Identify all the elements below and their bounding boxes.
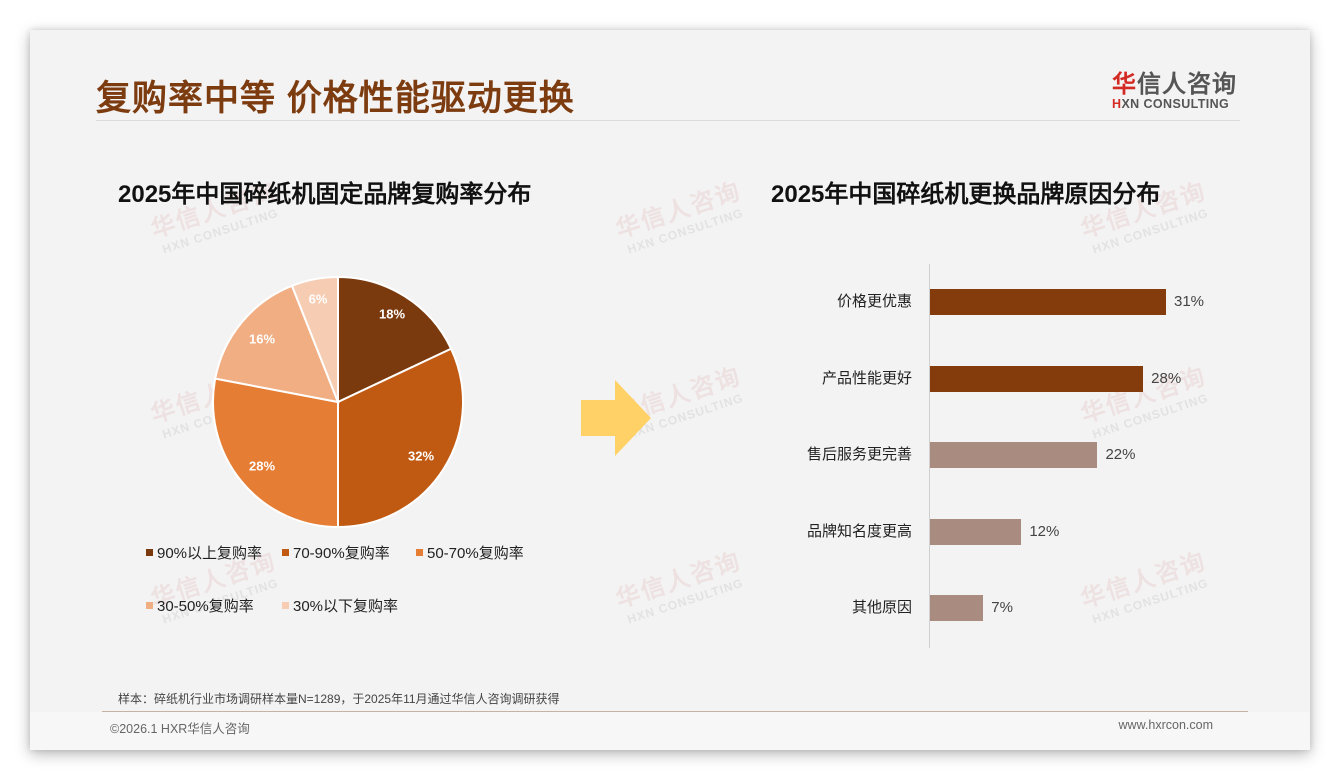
bar-category-label: 产品性能更好 (821, 370, 912, 387)
logo-en-text: XN CONSULTING (1121, 97, 1230, 111)
pie-slice (212, 377, 339, 529)
pie-chart-graphic (212, 275, 464, 529)
sample-note: 样本：碎纸机行业市场调研样本量N=1289，于2025年11月通过华信人咨询调研… (118, 692, 560, 706)
legend-label: 50-70%复购率 (427, 545, 524, 562)
legend-label: 30%以下复购率 (293, 598, 399, 615)
legend-label: 70-90%复购率 (293, 545, 390, 562)
bar-chart-axis (929, 264, 930, 648)
pie-label: 16% (248, 331, 276, 347)
logo-en-accent: H (1112, 97, 1122, 111)
legend-swatch-icon (146, 549, 153, 556)
bar (930, 519, 1022, 545)
website-link[interactable]: www.hxrcon.com (1118, 718, 1213, 732)
legend-item: 30-50%复购率 (146, 595, 254, 616)
pie-slice (337, 275, 453, 404)
bar-chart-title: 2025年中国碎纸机更换品牌原因分布 (771, 181, 1161, 208)
pie-label: 32% (407, 448, 435, 464)
bar-category-label: 其他原因 (851, 599, 912, 616)
footer-band (30, 712, 1310, 750)
legend-item: 30%以下复购率 (282, 595, 398, 616)
legend-item: 50-70%复购率 (416, 542, 524, 563)
legend-item: 90%以上复购率 (146, 542, 262, 563)
bar-value-label: 28% (1151, 370, 1182, 387)
bar-row: 其他原因 7% (30, 595, 1310, 621)
legend-swatch-icon (282, 549, 289, 556)
pie-label: 18% (378, 306, 406, 322)
bar-category-label: 价格更优惠 (836, 293, 912, 310)
bar (930, 595, 984, 621)
legend-item: 70-90%复购率 (282, 542, 390, 563)
bar (930, 289, 1166, 315)
pie-slice (290, 275, 339, 403)
logo-accent-char: 华 (1112, 71, 1137, 98)
bar-value-label: 7% (991, 599, 1013, 616)
pie-slice (337, 347, 464, 529)
bar-row: 价格更优惠 31% (30, 289, 1310, 315)
bar-row: 品牌知名度更高 12% (30, 519, 1310, 545)
slide: 复购率中等 价格性能驱动更换 华信人咨询 HXN CONSULTING 华信人咨… (30, 30, 1310, 750)
legend-swatch-icon (416, 549, 423, 556)
legend-label: 30-50%复购率 (157, 598, 254, 615)
bar (930, 442, 1098, 468)
footer-divider (102, 711, 1248, 712)
pie-slice (214, 284, 340, 404)
bar (930, 366, 1144, 392)
pie-chart-title: 2025年中国碎纸机固定品牌复购率分布 (118, 181, 532, 208)
legend-swatch-icon (146, 602, 153, 609)
pie-label: 28% (248, 458, 276, 474)
bar-category-label: 品牌知名度更高 (806, 523, 912, 540)
logo-chinese: 华信人咨询 (1112, 64, 1242, 99)
legend-label: 90%以上复购率 (157, 545, 263, 562)
page-title: 复购率中等 价格性能驱动更换 (96, 79, 575, 118)
logo-english: HXN CONSULTING (1112, 97, 1242, 111)
bar-value-label: 22% (1105, 446, 1136, 463)
bar-row: 售后服务更完善 22% (30, 442, 1310, 468)
pie-chart: 18% 32% 28% 16% 6% (212, 275, 464, 529)
copyright-text: ©2026.1 HXR华信人咨询 (110, 722, 250, 736)
bar-value-label: 31% (1174, 293, 1205, 310)
pie-label: 6% (308, 291, 328, 307)
company-logo: 华信人咨询 HXN CONSULTING (1112, 64, 1242, 111)
title-divider (96, 120, 1240, 121)
bar-value-label: 12% (1029, 523, 1060, 540)
bar-row: 产品性能更好 28% (30, 366, 1310, 392)
right-arrow-icon (581, 380, 651, 456)
bar-category-label: 售后服务更完善 (806, 446, 912, 463)
legend-swatch-icon (282, 602, 289, 609)
logo-cn-text: 信人咨询 (1137, 71, 1237, 98)
